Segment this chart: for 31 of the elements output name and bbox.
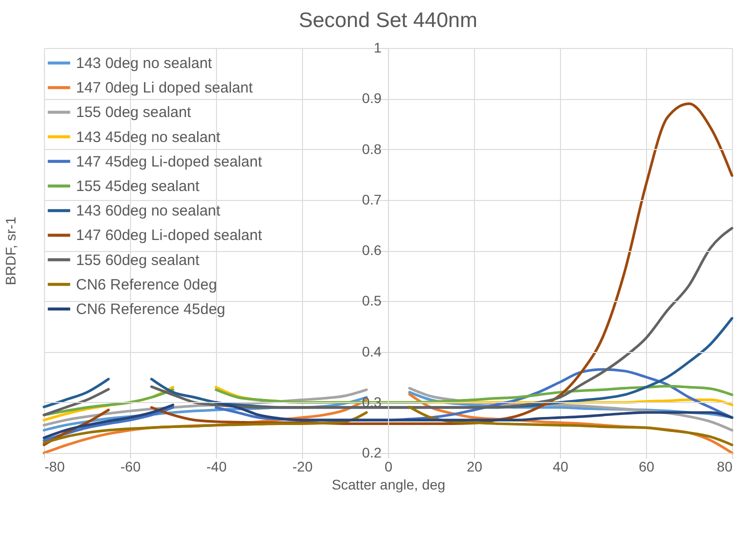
x-tick-label: 80 <box>716 458 733 474</box>
x-tick-label: -60 <box>120 458 141 474</box>
legend-label: 155 0deg sealant <box>76 104 192 122</box>
legend-label: 143 0deg no sealant <box>76 55 213 72</box>
y-tick-label: 0.8 <box>362 140 382 157</box>
y-tick-label: 0.4 <box>362 343 382 360</box>
legend-label: 143 60deg no sealant <box>76 202 222 220</box>
y-tick-label: 0.5 <box>362 292 382 309</box>
legend-label: 155 45deg sealant <box>76 178 200 195</box>
x-tick-label: -40 <box>206 458 227 474</box>
legend-label: 143 45deg no sealant <box>76 128 222 146</box>
y-tick-label: 0.2 <box>362 444 382 460</box>
x-tick-label: 40 <box>552 458 568 474</box>
x-tick-label: -80 <box>44 458 65 474</box>
x-axis-title: Scatter angle, deg <box>332 476 446 492</box>
legend-label: 147 45deg Li-doped sealant <box>76 153 263 170</box>
x-tick-label: 20 <box>466 458 482 474</box>
y-tick-label: 1 <box>374 40 382 56</box>
legend-label: CN6 Reference 45deg <box>76 301 226 318</box>
legend-label: CN6 Reference 0deg <box>76 276 217 294</box>
legend-label: 155 60deg sealant <box>76 252 200 269</box>
y-tick-label: 0.9 <box>362 90 382 106</box>
x-tick-label: 0 <box>384 458 393 474</box>
y-tick-label: 0.6 <box>362 242 382 258</box>
y-tick-label: 0.7 <box>362 191 382 208</box>
legend-label: 147 60deg Li-doped sealant <box>76 227 263 244</box>
chart-title: Second Set 440nm <box>298 9 478 32</box>
x-tick-label: -20 <box>292 458 313 474</box>
x-tick-label: 60 <box>638 458 654 474</box>
y-axis-title: BRDF, sr-1 <box>2 216 18 286</box>
legend-label: 147 0deg Li doped sealant <box>76 80 254 97</box>
